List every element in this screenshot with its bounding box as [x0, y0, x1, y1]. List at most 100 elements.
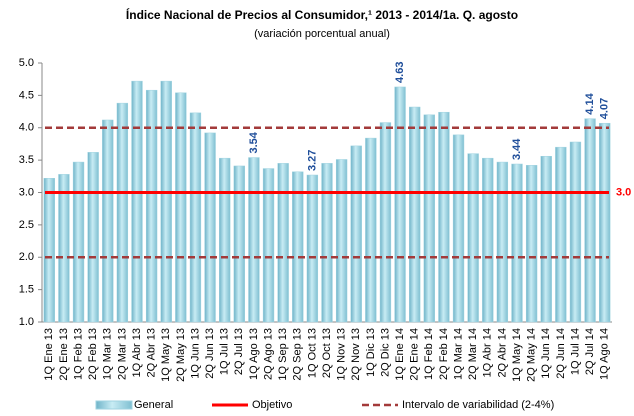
- bar: [321, 163, 333, 323]
- bar: [248, 157, 260, 323]
- y-tick-label: 3.0: [19, 186, 34, 198]
- y-tick-label: 2.5: [19, 219, 34, 231]
- bar: [555, 146, 567, 323]
- x-tick-label: 2Q Sep 13: [292, 328, 304, 381]
- legend-swatch: [95, 400, 133, 410]
- data-label: 4.14: [584, 92, 596, 114]
- y-tick-label: 2.0: [19, 251, 34, 263]
- y-tick-label: 4.0: [19, 122, 34, 134]
- bar: [277, 163, 289, 323]
- data-label: 4.63: [394, 62, 406, 83]
- x-tick-label: 2Q Abr 13: [146, 328, 158, 378]
- legend-label: Intervalo de variabilidad (2-4%): [402, 399, 554, 411]
- bar: [496, 161, 509, 323]
- x-tick-label: 1Q Oct 13: [306, 328, 318, 378]
- bar: [292, 171, 304, 323]
- bar: [409, 106, 421, 323]
- bar: [58, 174, 70, 323]
- x-tick-label: 2Q Nov 13: [350, 328, 362, 381]
- bar: [204, 132, 216, 323]
- bar: [335, 159, 348, 323]
- x-tick-label: 2Q Jun 14: [555, 328, 567, 379]
- bar: [584, 118, 596, 323]
- bar: [219, 157, 231, 323]
- y-tick-label: 4.5: [19, 89, 34, 101]
- bar: [511, 163, 523, 323]
- bar: [175, 92, 187, 323]
- chart-title: Índice Nacional de Precios al Consumidor…: [126, 7, 518, 22]
- data-label: 3.44: [511, 138, 523, 160]
- bar: [438, 111, 450, 323]
- x-tick-label: 1Q Jul 13: [219, 328, 231, 375]
- bar: [452, 134, 465, 323]
- bar: [87, 152, 99, 323]
- y-tick-label: 1.5: [19, 284, 34, 296]
- x-tick-label: 1Q Jul 14: [569, 328, 581, 375]
- x-tick-label: 1Q Mar 14: [452, 328, 464, 380]
- bar: [189, 112, 202, 323]
- x-tick-label: 1Q Feb 14: [423, 328, 435, 380]
- legend-label: General: [134, 399, 173, 411]
- bar: [599, 122, 611, 323]
- bar: [423, 114, 435, 323]
- x-tick-label: 2Q May 13: [175, 328, 187, 382]
- data-label: 3.54: [248, 131, 260, 153]
- bar: [379, 122, 392, 323]
- bar: [262, 168, 275, 323]
- chart-subtitle: (variación porcentual anual): [254, 28, 390, 40]
- x-tick-label: 1Q Dic 13: [365, 328, 377, 377]
- x-tick-label: 2Q Mar 14: [467, 328, 479, 380]
- x-tick-label: 2Q Ago 13: [262, 328, 274, 380]
- legend-label: Objetivo: [252, 399, 292, 411]
- bar: [131, 80, 143, 323]
- bar: [116, 102, 129, 323]
- bar: [394, 86, 406, 323]
- x-tick-label: 1Q Feb 13: [72, 328, 84, 380]
- x-tick-label: 1Q Abr 14: [482, 328, 494, 378]
- x-tick-label: 1Q Jun 14: [540, 328, 552, 379]
- x-tick-label: 1Q Ene 13: [43, 328, 55, 381]
- x-tick-label: 2Q Ene 14: [409, 328, 421, 381]
- bar: [569, 141, 582, 323]
- x-tick-label: 1Q Ago 13: [248, 328, 260, 380]
- x-tick-label: 2Q Mar 13: [116, 328, 128, 380]
- x-tick-label: 2Q Ene 13: [58, 328, 70, 381]
- x-tick-label: 1Q May 14: [511, 328, 523, 382]
- x-tick-label: 2Q Jun 13: [204, 328, 216, 379]
- x-tick-label: 2Q Oct 13: [321, 328, 333, 378]
- x-tick-label: 1Q Abr 13: [131, 328, 143, 378]
- x-tick-label: 1Q Sep 13: [277, 328, 289, 381]
- x-tick-label: 1Q Nov 13: [336, 328, 348, 381]
- data-label: 3.27: [306, 150, 318, 171]
- x-tick-label: 2Q Abr 14: [496, 328, 508, 378]
- y-tick-label: 5.0: [19, 57, 34, 69]
- x-tick-label: 2Q Feb 14: [438, 328, 450, 380]
- bar: [72, 161, 85, 323]
- x-tick-label: 1Q May 13: [160, 328, 172, 382]
- x-tick-label: 1Q Ene 14: [394, 328, 406, 381]
- reference-label: 3.0: [616, 186, 631, 198]
- x-tick-label: 1Q Jun 13: [189, 328, 201, 379]
- bar: [350, 145, 362, 323]
- x-tick-label: 1Q Mar 13: [102, 328, 114, 380]
- bar: [306, 174, 319, 323]
- x-tick-label: 2Q Feb 13: [87, 328, 99, 380]
- x-tick-label: 2Q Jul 13: [233, 328, 245, 375]
- x-tick-label: 2Q Dic 13: [379, 328, 391, 377]
- data-label: 4.07: [599, 98, 611, 119]
- bar: [43, 178, 55, 323]
- x-tick-label: 2Q Jul 14: [584, 328, 596, 375]
- bar: [102, 119, 114, 323]
- x-tick-label: 2Q May 14: [526, 328, 538, 382]
- bar: [482, 157, 494, 323]
- bar: [233, 165, 245, 323]
- bar: [160, 80, 172, 323]
- y-tick-label: 3.5: [19, 154, 34, 166]
- bar: [540, 155, 552, 323]
- bar: [365, 137, 377, 323]
- bar: [525, 165, 538, 323]
- bar: [467, 153, 479, 323]
- x-tick-label: 1Q Ago 14: [599, 328, 611, 380]
- bar: [145, 89, 158, 323]
